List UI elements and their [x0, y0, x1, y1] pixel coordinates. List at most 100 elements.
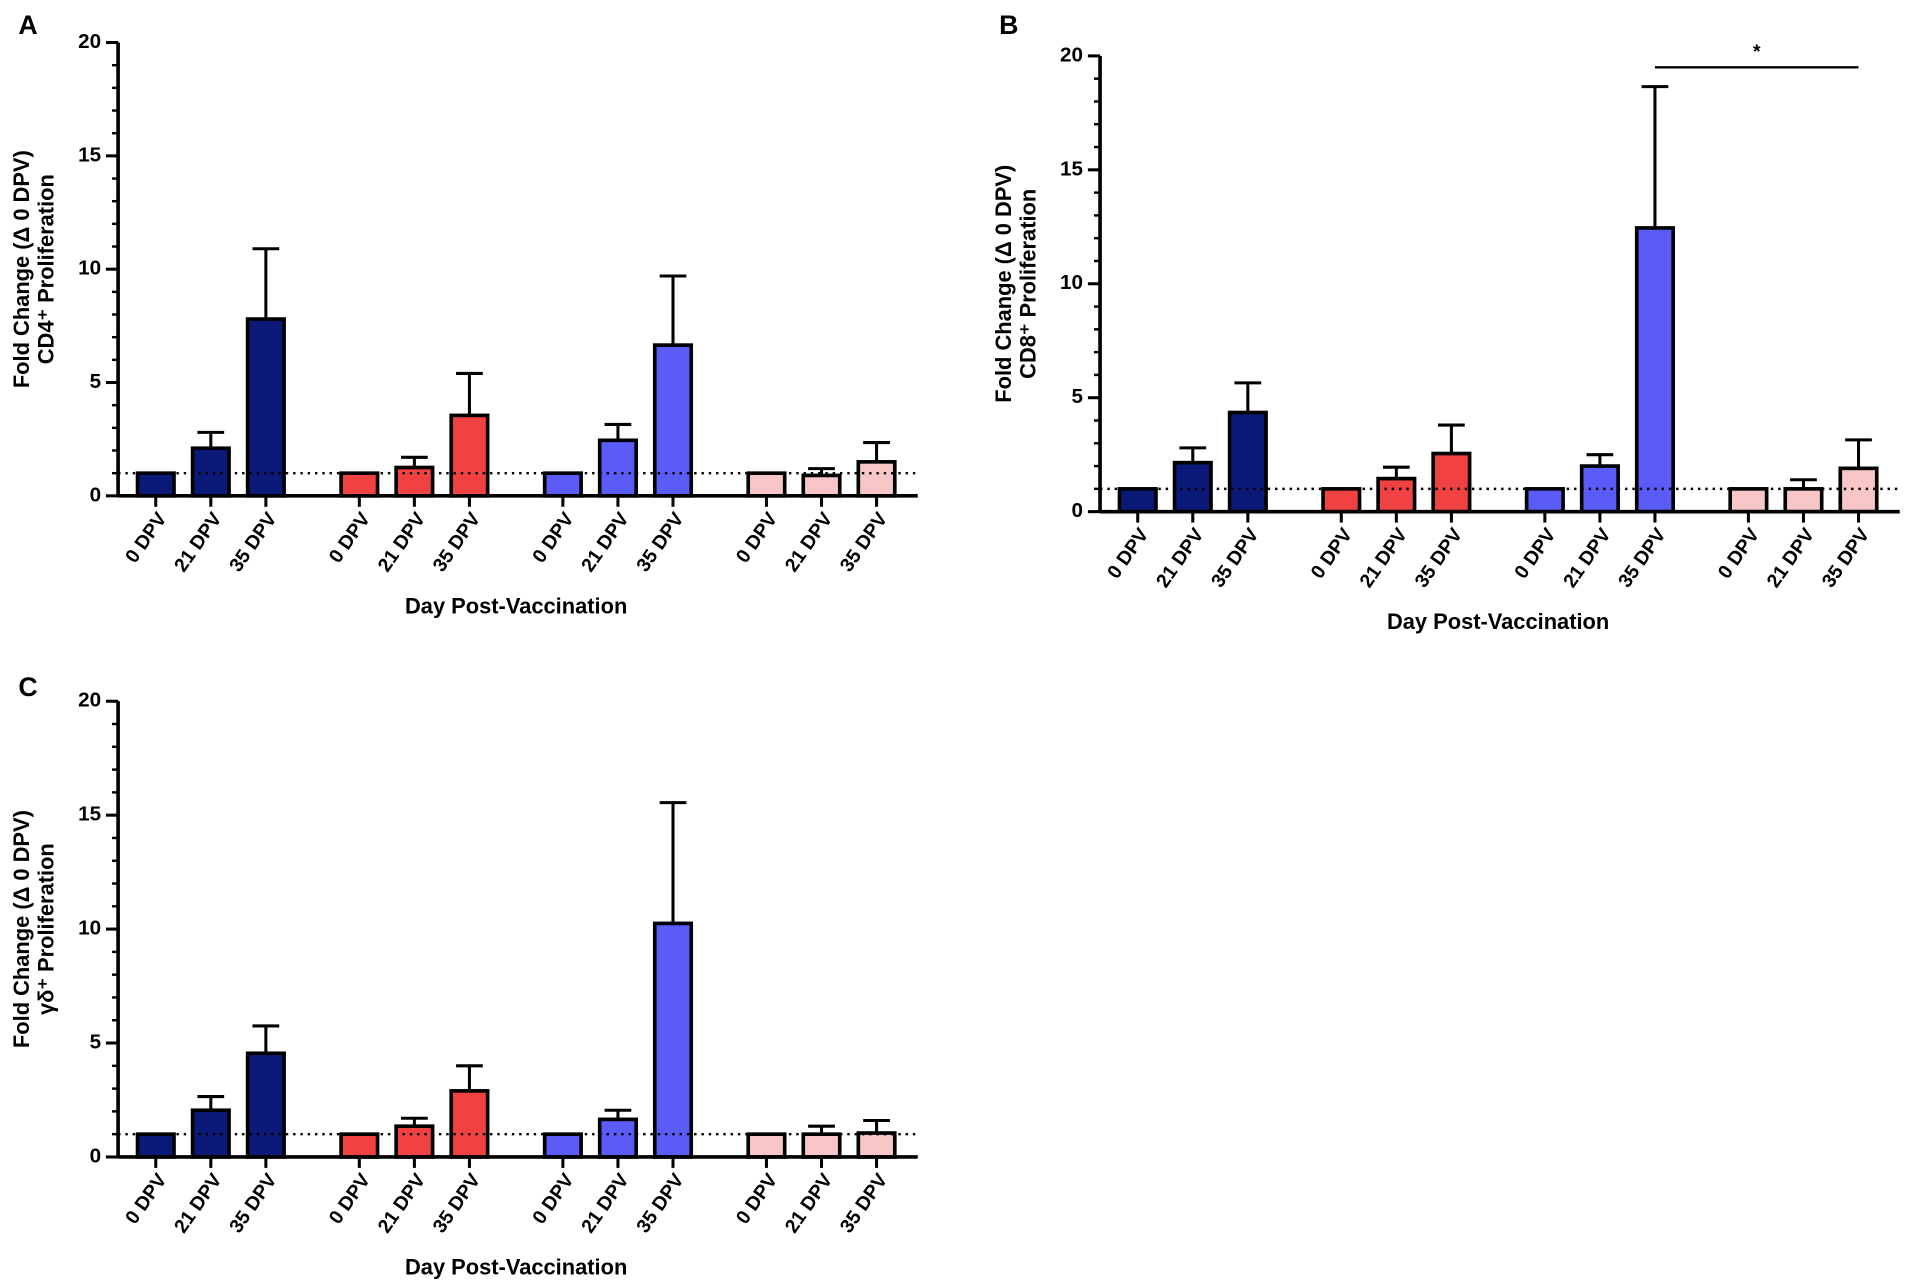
bar — [1431, 451, 1472, 514]
x-tick-label: 21 DPV — [374, 1170, 430, 1238]
bar — [339, 471, 380, 498]
x-tick-label: 35 DPV — [1614, 524, 1670, 592]
x-tick-label: 21 DPV — [170, 508, 226, 576]
x-tick-label: 35 DPV — [429, 1170, 485, 1238]
x-tick-label: 0 DPV — [121, 508, 171, 567]
panel-label: C — [18, 672, 37, 702]
y-axis-title: CD8⁺ Proliferation — [1015, 189, 1040, 379]
x-tick-label: 21 DPV — [781, 1170, 837, 1238]
bar — [1524, 487, 1565, 514]
x-tick-label: 21 DPV — [1152, 524, 1208, 592]
x-tick-label: 21 DPV — [1355, 524, 1411, 592]
bar — [245, 1051, 286, 1159]
x-tick-label: 21 DPV — [1763, 524, 1819, 592]
bar — [597, 438, 638, 498]
bar — [135, 471, 176, 498]
bar — [245, 317, 286, 498]
x-tick-label: 35 DPV — [836, 508, 892, 576]
y-axis-title: Fold Change (Δ 0 DPV) — [991, 165, 1016, 403]
bar — [449, 1089, 490, 1159]
x-tick-label: 21 DPV — [577, 508, 633, 576]
bar — [1172, 460, 1213, 514]
x-tick-label: 35 DPV — [632, 1170, 688, 1238]
y-tick-label: 20 — [78, 689, 101, 712]
x-axis-title: Day Post-Vaccination — [405, 1255, 627, 1280]
bar — [542, 1132, 583, 1159]
x-tick-label: 0 DPV — [1307, 524, 1357, 583]
x-tick-label: 21 DPV — [374, 508, 430, 576]
bar — [1634, 226, 1676, 514]
x-tick-label: 35 DPV — [225, 508, 281, 576]
y-axis-title: Fold Change (Δ 0 DPV) — [9, 150, 34, 388]
y-tick-label: 5 — [90, 1030, 102, 1053]
bar — [1376, 476, 1417, 514]
bar — [394, 1124, 435, 1159]
bar — [856, 1131, 897, 1159]
x-axis-title: Day Post-Vaccination — [1387, 609, 1609, 634]
y-tick-label: 10 — [78, 257, 101, 280]
bar — [801, 1132, 842, 1159]
x-tick-label: 35 DPV — [225, 1170, 281, 1238]
x-tick-label: 21 DPV — [170, 1170, 226, 1238]
bar — [652, 343, 694, 498]
y-tick-label: 15 — [1060, 157, 1083, 180]
significance-label: * — [1753, 41, 1761, 63]
panel-label: A — [18, 10, 37, 40]
y-tick-label: 20 — [1060, 43, 1083, 66]
y-tick-label: 15 — [78, 803, 101, 826]
bar — [394, 465, 435, 498]
x-tick-label: 35 DPV — [632, 508, 688, 576]
bar — [1728, 487, 1769, 514]
x-tick-label: 0 DPV — [1714, 524, 1764, 583]
y-tick-label: 10 — [78, 917, 101, 940]
bar — [542, 471, 583, 498]
bar — [746, 1132, 787, 1159]
x-tick-label: 0 DPV — [1510, 524, 1560, 583]
bar — [190, 1108, 231, 1159]
y-axis-title: γδ⁺ Proliferation — [33, 843, 58, 1015]
y-tick-label: 0 — [90, 1144, 102, 1167]
x-tick-label: 0 DPV — [1103, 524, 1153, 583]
bar — [746, 471, 787, 498]
bar — [856, 460, 897, 498]
y-tick-label: 5 — [1072, 385, 1084, 408]
panel-label: B — [999, 10, 1018, 40]
x-tick-label: 0 DPV — [325, 1170, 375, 1229]
x-axis-title: Day Post-Vaccination — [405, 593, 627, 618]
bar — [1321, 487, 1362, 514]
x-tick-label: 0 DPV — [528, 1170, 578, 1229]
y-axis-title: Fold Change (Δ 0 DPV) — [9, 810, 34, 1048]
y-tick-label: 15 — [78, 143, 101, 166]
bar — [135, 1132, 176, 1159]
x-tick-label: 0 DPV — [325, 508, 375, 567]
x-tick-label: 21 DPV — [781, 508, 837, 576]
bar — [597, 1117, 638, 1159]
x-tick-label: 35 DPV — [836, 1170, 892, 1238]
x-tick-label: 0 DPV — [732, 1170, 782, 1229]
bar — [801, 473, 842, 498]
x-tick-label: 35 DPV — [1207, 524, 1263, 592]
bar — [339, 1132, 380, 1159]
bar — [449, 413, 490, 498]
y-tick-label: 5 — [90, 370, 102, 393]
x-tick-label: 0 DPV — [528, 508, 578, 567]
bar — [190, 446, 231, 498]
y-tick-label: 0 — [90, 483, 102, 506]
x-tick-label: 0 DPV — [732, 508, 782, 567]
bar — [1117, 487, 1158, 514]
bar — [1227, 410, 1268, 514]
x-tick-label: 35 DPV — [1818, 524, 1874, 592]
x-tick-label: 0 DPV — [121, 1170, 171, 1229]
x-tick-label: 21 DPV — [577, 1170, 633, 1238]
bar — [652, 921, 694, 1159]
x-tick-label: 35 DPV — [429, 508, 485, 576]
y-tick-label: 0 — [1072, 499, 1084, 522]
bar — [1783, 487, 1824, 514]
x-tick-label: 21 DPV — [1559, 524, 1615, 592]
y-tick-label: 10 — [1060, 271, 1083, 294]
y-tick-label: 20 — [78, 30, 101, 53]
x-tick-label: 35 DPV — [1411, 524, 1467, 592]
y-axis-title: CD4⁺ Proliferation — [33, 174, 58, 364]
